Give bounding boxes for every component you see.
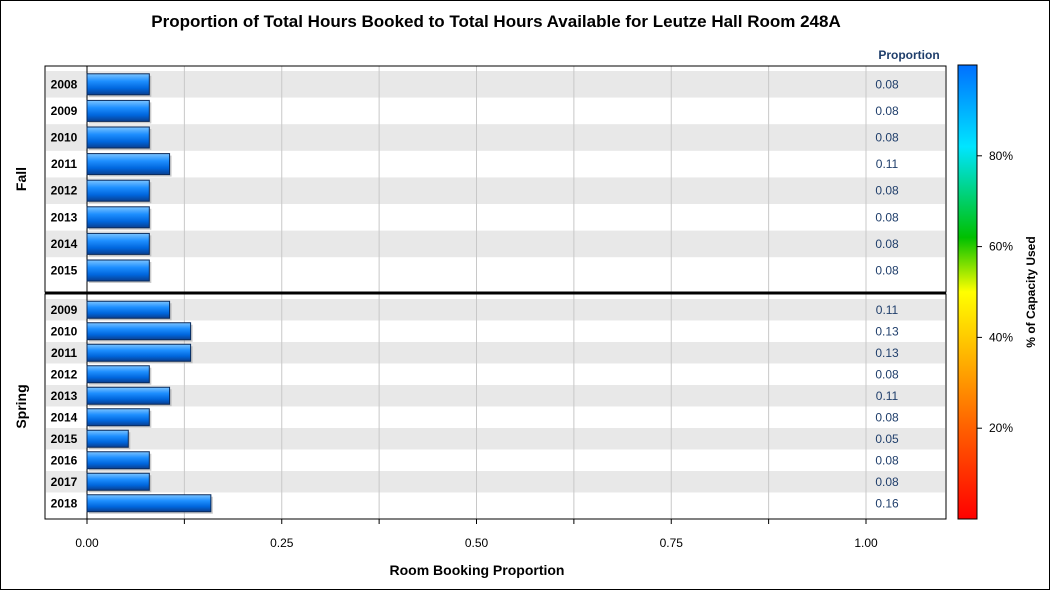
- data-label: 0.08: [875, 184, 899, 198]
- plot-area: 2008 0.08 2009 0.08 2010 0.08 2011 0.11 2012 0.08…: [13, 65, 947, 550]
- colorbar: [957, 64, 978, 520]
- data-label: 0.16: [875, 496, 899, 510]
- category-label: 2017: [51, 475, 78, 489]
- category-label: 2010: [51, 131, 78, 145]
- bar: [86, 472, 150, 491]
- value-column-header: Proportion: [878, 48, 939, 62]
- bar: [86, 451, 150, 470]
- row-stripe: [46, 299, 945, 321]
- row-stripe: [46, 342, 945, 364]
- colorbar-tick-label: 80%: [989, 149, 1013, 163]
- bar: [86, 99, 150, 122]
- data-label: 0.11: [876, 303, 899, 317]
- colorbar-ticks: 20% 40% 60% 80%: [977, 149, 1013, 435]
- row-stripe: [46, 177, 945, 204]
- bar: [86, 73, 150, 96]
- category-label: 2015: [51, 432, 78, 446]
- data-label: 0.11: [876, 157, 899, 171]
- x-tick-label: 1.00: [854, 536, 878, 550]
- category-label: 2018: [51, 496, 78, 510]
- category-label: 2009: [51, 303, 78, 317]
- data-label: 0.08: [875, 131, 899, 145]
- data-label: 0.08: [875, 475, 899, 489]
- data-label: 0.08: [875, 104, 899, 118]
- bar: [86, 153, 171, 176]
- data-label: 0.08: [875, 237, 899, 251]
- category-label: 2012: [51, 367, 78, 381]
- x-tick-label: 0.00: [75, 536, 99, 550]
- panel-spring: 2009 0.11 2010 0.13 2011 0.13 2012 0.08 2013 0.11…: [13, 293, 947, 520]
- data-label: 0.08: [875, 210, 899, 224]
- x-tick-label: 0.50: [465, 536, 489, 550]
- data-label: 0.13: [875, 346, 899, 360]
- category-label: 2016: [51, 453, 78, 467]
- category-label: 2009: [51, 104, 78, 118]
- bar: [86, 179, 150, 202]
- colorbar-tick-label: 60%: [989, 240, 1013, 254]
- data-label: 0.08: [875, 410, 899, 424]
- category-label: 2011: [51, 346, 77, 360]
- category-label: 2012: [51, 184, 78, 198]
- category-label: 2010: [51, 324, 78, 338]
- row-stripe: [46, 385, 945, 407]
- row-stripe: [46, 230, 945, 258]
- x-tick-label: 0.75: [660, 536, 684, 550]
- category-label: 2011: [51, 157, 77, 171]
- data-label: 0.11: [876, 389, 899, 403]
- data-label: 0.08: [875, 77, 899, 91]
- panel-fall: 2008 0.08 2009 0.08 2010 0.08 2011 0.11 2012 0.08…: [13, 65, 947, 293]
- bar: [86, 300, 171, 319]
- bar: [86, 343, 192, 362]
- bar: [86, 429, 129, 448]
- row-stripe: [46, 71, 945, 98]
- row-stripe: [46, 471, 945, 493]
- data-label: 0.08: [875, 453, 899, 467]
- category-label: 2014: [51, 410, 78, 424]
- bar: [86, 232, 150, 255]
- data-label: 0.08: [875, 367, 899, 381]
- category-label: 2013: [51, 389, 78, 403]
- data-label: 0.08: [875, 264, 899, 278]
- panel-label: Fall: [13, 167, 29, 191]
- colorbar-title: % of Capacity Used: [1024, 236, 1038, 347]
- data-label: 0.05: [875, 432, 899, 446]
- bar: [86, 322, 192, 341]
- bar: [86, 365, 150, 384]
- data-label: 0.13: [875, 324, 899, 338]
- category-label: 2015: [51, 264, 78, 278]
- panel-label: Spring: [13, 384, 29, 428]
- bar: [86, 494, 212, 513]
- row-stripe: [46, 124, 945, 151]
- category-label: 2014: [51, 237, 78, 251]
- bar: [86, 259, 150, 282]
- x-axis-title: Room Booking Proportion: [390, 562, 565, 578]
- colorbar-tick-label: 20%: [989, 421, 1013, 435]
- x-tick-label: 0.25: [270, 536, 294, 550]
- bar: [86, 206, 150, 229]
- bar: [86, 408, 150, 427]
- category-label: 2013: [51, 210, 78, 224]
- chart-title: Proportion of Total Hours Booked to Tota…: [151, 12, 841, 31]
- colorbar-tick-label: 40%: [989, 330, 1013, 344]
- category-label: 2008: [51, 77, 78, 91]
- row-stripe: [46, 428, 945, 450]
- bar: [86, 386, 171, 405]
- bar: [86, 126, 150, 149]
